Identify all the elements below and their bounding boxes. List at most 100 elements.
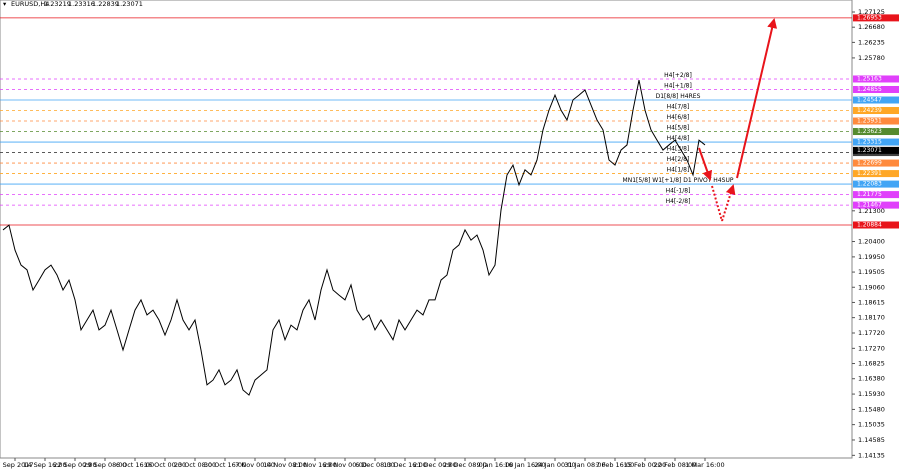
x-tick-label: 6 Oct 16:00 bbox=[116, 461, 154, 469]
x-tick-label: 14 Sep 16:00 bbox=[23, 461, 66, 469]
chart-title: EURUSD,H4 bbox=[11, 0, 49, 8]
y-tick-label: 1.19950 bbox=[858, 253, 885, 261]
y-tick-label: 1.19505 bbox=[858, 268, 885, 276]
forecast-arrows bbox=[698, 18, 778, 222]
x-tick-label: 16 Oct 00:00 bbox=[144, 461, 186, 469]
x-tick-label: 21 Nov 16:00 bbox=[293, 461, 337, 469]
x-tick-label: 30 Oct 16:00 bbox=[204, 461, 246, 469]
axis: 1.27125 1.26680 1.26235 1.25780 1.21300 1.204… bbox=[852, 8, 899, 459]
price-line bbox=[2, 80, 706, 396]
x-tick-label: 7 Sep 2017 bbox=[0, 461, 34, 469]
price-tag-label: 1.22699 bbox=[857, 160, 882, 167]
y-tick-label: 1.26235 bbox=[858, 38, 885, 46]
current-price-tag bbox=[853, 146, 899, 154]
series bbox=[2, 80, 706, 396]
y-tick-label: 1.16825 bbox=[858, 360, 885, 368]
menu-icon: ▾ bbox=[3, 0, 7, 8]
x-tick-label: 29 Sep 08:00 bbox=[83, 461, 126, 469]
price-tag bbox=[853, 96, 899, 104]
x-tick-label: 6 Dec 08:00 bbox=[355, 461, 395, 469]
ohlc-value: 1.23071 bbox=[116, 0, 143, 8]
y-tick-label: 1.20400 bbox=[858, 238, 885, 246]
level-label: H4[6/8] bbox=[667, 114, 690, 121]
price-tag-label: 1.22083 bbox=[857, 181, 882, 188]
level-label: H4[3/8] bbox=[667, 146, 690, 153]
price-tag bbox=[853, 14, 899, 22]
price-tag-label: 1.23623 bbox=[857, 128, 882, 135]
price-tag bbox=[853, 191, 899, 199]
y-tick-label: 1.15930 bbox=[858, 390, 885, 398]
price-tag-label: 1.22391 bbox=[857, 170, 882, 177]
price-tag-label: 1.26953 bbox=[857, 14, 882, 21]
level-label: H4[+1/8] bbox=[664, 82, 692, 89]
price-tag-label: 1.23315 bbox=[857, 139, 882, 146]
y-tick-label: 1.15035 bbox=[858, 421, 885, 429]
y-tick-label: 1.25780 bbox=[858, 54, 885, 62]
price-tag bbox=[853, 75, 899, 83]
price-tag bbox=[853, 107, 899, 115]
price-tag bbox=[853, 138, 899, 146]
x-tick-label: 31 Jan 08:00 bbox=[564, 461, 605, 469]
y-tick-label: 1.14135 bbox=[858, 451, 885, 459]
plot-frame bbox=[0, 0, 853, 459]
level-label: H4[2/8] bbox=[667, 156, 690, 163]
y-tick-label: 1.27125 bbox=[858, 8, 885, 16]
price-tag bbox=[853, 159, 899, 167]
level-label: H4[4/8] bbox=[667, 135, 690, 142]
level-label: H4[-1/8] bbox=[666, 188, 691, 195]
y-tick-label: 1.17270 bbox=[858, 344, 885, 352]
y-tick-label: 1.14585 bbox=[858, 436, 885, 444]
y-tick-label: 1.16380 bbox=[858, 375, 885, 383]
x-tick-label: 13 Dec 16:00 bbox=[383, 461, 427, 469]
x-tick-label: 29 Dec 08:00 bbox=[443, 461, 487, 469]
x-tick-label: 14 Nov 08:00 bbox=[263, 461, 307, 469]
price-tag-label: 1.21467 bbox=[857, 202, 882, 209]
x-tick-label: 16 Jan 16:00 bbox=[504, 461, 545, 469]
x-tick-label: 15 Feb 00:00 bbox=[624, 461, 667, 469]
y-tick-label: 1.17720 bbox=[858, 329, 885, 337]
price-tag bbox=[853, 180, 899, 188]
arrow-down bbox=[698, 147, 713, 181]
x-tick-label: 1 Mar 16:00 bbox=[685, 461, 724, 469]
price-tag-label: 1.21775 bbox=[857, 191, 882, 198]
price-tag-label: 1.23931 bbox=[857, 118, 882, 125]
y-tick-label: 1.18615 bbox=[858, 298, 885, 306]
price-tag bbox=[853, 128, 899, 136]
x-tick-label: 24 Jan 00:00 bbox=[534, 461, 575, 469]
y-tick-label: 1.18170 bbox=[858, 314, 885, 322]
ohlc-value: 1.23219 bbox=[44, 0, 71, 8]
level-label: H4[7/8] bbox=[667, 104, 690, 111]
ohlc-value: 1.23316 bbox=[68, 0, 95, 8]
price-tag bbox=[853, 85, 899, 93]
y-tick-label: 1.21300 bbox=[858, 207, 885, 215]
price-tag-label: 1.24239 bbox=[857, 107, 882, 114]
x-tick-label: 23 Oct 08:00 bbox=[174, 461, 216, 469]
level-label: H4[-2/8] bbox=[666, 198, 691, 205]
price-tag bbox=[853, 201, 899, 209]
x-tick-label: 7 Feb 16:00 bbox=[596, 461, 635, 469]
y-tick-label: 1.15480 bbox=[858, 405, 885, 413]
price-tag-label: 1.25163 bbox=[857, 75, 882, 82]
price-tag-label: 1.20884 bbox=[857, 222, 882, 229]
y-tick-label: 1.26680 bbox=[858, 23, 885, 31]
price-tag bbox=[853, 170, 899, 178]
price-tag-label: 1.24855 bbox=[857, 86, 882, 93]
x-tick-label: 22 Sep 00:00 bbox=[53, 461, 96, 469]
level-label: MN1[5/8] W1[+1/8] D1 PIVOT H4SUP bbox=[623, 177, 734, 184]
x-tick-label: 9 Jan 16:00 bbox=[476, 461, 513, 469]
y-tick-label: 1.19060 bbox=[858, 283, 885, 291]
level-label: D1[8/8] H4RES bbox=[656, 93, 701, 100]
x-tick-label: 21 Dec 00:00 bbox=[413, 461, 457, 469]
x-tick-label: 29 Nov 00:00 bbox=[323, 461, 367, 469]
x-tick-label: 7 Nov 00:00 bbox=[235, 461, 275, 469]
level-label: H4[1/8] bbox=[667, 167, 690, 174]
price-tag bbox=[853, 117, 899, 125]
level-label: H4[+2/8] bbox=[664, 72, 692, 79]
price-tag bbox=[853, 221, 899, 229]
x-tick-label: 22 Feb 08:00 bbox=[654, 461, 697, 469]
arrow-up bbox=[736, 18, 778, 179]
level-label: H4[5/8] bbox=[667, 125, 690, 132]
current-price-label: 1.23071 bbox=[857, 147, 882, 154]
price-tag-label: 1.24547 bbox=[857, 96, 882, 103]
